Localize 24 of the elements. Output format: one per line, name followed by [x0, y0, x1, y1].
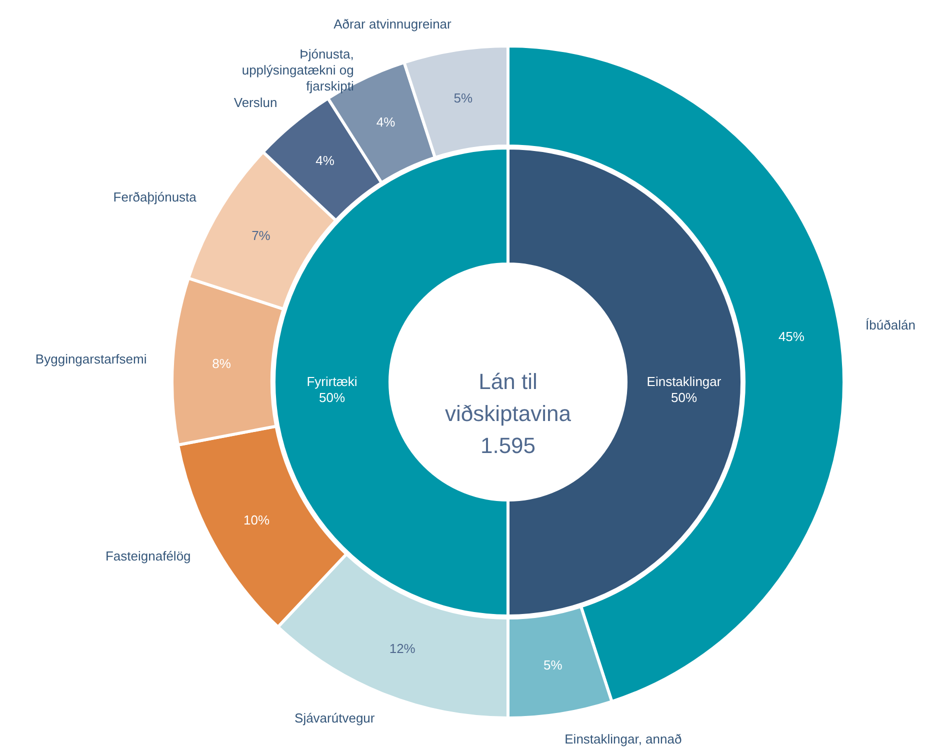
slice-label: Þjónusta, upplýsingatækni og fjarskipti [242, 46, 354, 94]
data-label: 4% [316, 152, 335, 168]
data-label: 45% [778, 329, 805, 344]
data-label: 5% [454, 90, 473, 106]
data-label: 5% [544, 657, 563, 672]
slice-label: Fasteignafélög [105, 548, 191, 564]
slice-label: Byggingarstarfsemi [35, 351, 147, 366]
slice-label: Verslun [234, 95, 278, 110]
slice-label: Fyrirtæki [306, 374, 358, 389]
slice-label: Sjávarútvegur [294, 710, 376, 726]
slice-label: Ferðaþjónusta [113, 190, 198, 205]
data-label: 50% [318, 390, 346, 405]
data-label: 4% [376, 114, 396, 130]
slice-label: Aðrar atvinnugreinar [334, 16, 452, 32]
data-label: 50% [670, 390, 698, 405]
text: 1.595 [480, 433, 536, 458]
data-label: 10% [243, 512, 270, 528]
data-label: 12% [389, 640, 416, 656]
slice-label: Íbúðalán [866, 317, 916, 332]
slice-label: Einstaklingar, annað [564, 732, 682, 747]
data-label: 8% [212, 356, 232, 371]
slice-label: Einstaklingar [646, 374, 722, 389]
text: Lán til viðskiptavina [445, 369, 572, 426]
data-label: 7% [252, 228, 271, 243]
